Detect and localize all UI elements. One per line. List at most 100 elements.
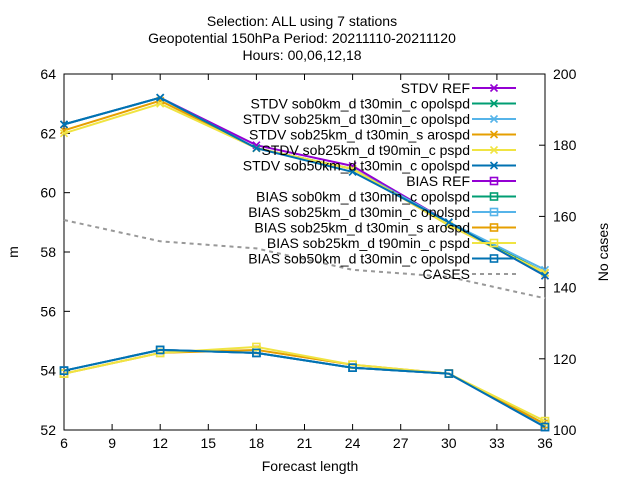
y2-axis-label: No cases: [595, 223, 611, 281]
marker-stroke: [540, 271, 550, 280]
axis-ticks: 6 9 12 15 18 21 24 27 30 33 36 52 54 56 58 60 62 64 100 120…: [40, 66, 576, 451]
series-lines: [59, 93, 550, 432]
y2-tick-label: 120: [553, 351, 577, 367]
legend-item: BIAS sob25km_d t30min_c opolspd: [248, 204, 516, 220]
x-tick-label: 12: [152, 435, 168, 451]
legend-marker: [489, 238, 499, 248]
legend-marker: [489, 192, 499, 201]
chart-title: Selection: ALL using 7 stationsGeopotent…: [148, 13, 456, 63]
legend-marker: [489, 114, 499, 124]
x-tick-label: 18: [249, 435, 265, 451]
series-line: [63, 348, 546, 428]
legend-label: STDV REF: [401, 80, 470, 96]
legend-item: STDV sob25km_d t30min_s arospd: [249, 127, 516, 143]
data-point: [252, 348, 261, 358]
legend-label: BIAS sob50km_d t30min_c opolspd: [248, 251, 470, 267]
series-11: [59, 345, 550, 432]
data-point: [252, 342, 261, 352]
legend-marker: [489, 83, 499, 93]
marker-stroke: [59, 120, 69, 129]
y2-tick-label: 180: [553, 137, 577, 153]
legend-marker: [489, 130, 499, 139]
legend-item: STDV sob25km_d t90min_c pspd: [261, 142, 516, 158]
legend-item: STDV sob50km_d t30min_c opolspd: [243, 158, 516, 174]
data-point: [59, 366, 69, 375]
data-point: [59, 129, 69, 138]
legend-label: BIAS sob25km_d t30min_s arospd: [254, 220, 470, 236]
y-axis-label: m: [5, 246, 21, 258]
data-point: [444, 218, 453, 227]
data-point: [155, 345, 165, 355]
legend-label: STDV sob0km_d t30min_c opolspd: [251, 96, 470, 112]
x-axis-label: Forecast length: [262, 458, 359, 474]
marker-stroke: [489, 114, 499, 124]
legend-item: BIAS sob25km_d t90min_c pspd: [267, 235, 516, 251]
legend-item: BIAS sob0km_d t30min_c opolspd: [256, 189, 516, 205]
marker-stroke: [252, 144, 261, 153]
legend-label: BIAS sob25km_d t30min_c opolspd: [248, 204, 470, 220]
legend-marker: [489, 99, 499, 108]
x-tick-label: 27: [393, 435, 409, 451]
marker-stroke: [489, 99, 499, 108]
marker-stroke: [156, 99, 165, 108]
data-point: [540, 271, 550, 280]
data-point: [156, 99, 165, 108]
x-tick-label: 24: [345, 435, 361, 451]
legend-marker: [489, 207, 499, 217]
x-tick-label: 30: [441, 435, 457, 451]
data-point: [348, 363, 357, 373]
marker-stroke: [59, 126, 69, 135]
legend-label: CASES: [423, 266, 470, 282]
legend-label: STDV sob25km_d t30min_s arospd: [249, 127, 470, 143]
marker-stroke: [59, 129, 69, 138]
legend-label: STDV sob50km_d t30min_c opolspd: [243, 158, 470, 174]
marker-stroke: [489, 83, 499, 93]
x-tick-label: 6: [60, 435, 68, 451]
data-point: [540, 422, 550, 432]
legend-item: CASES: [423, 266, 516, 282]
series-line: [63, 348, 546, 428]
data-point: [252, 144, 261, 153]
series-line: [63, 96, 546, 277]
legend-item: STDV sob0km_d t30min_c opolspd: [251, 96, 516, 112]
x-tick-label: 15: [201, 435, 217, 451]
series-line: [63, 102, 546, 274]
legend-label: STDV sob25km_d t30min_c opolspd: [243, 111, 470, 127]
y-tick-label: 60: [40, 185, 56, 201]
title-line: Hours: 00,06,12,18: [242, 47, 361, 63]
data-point: [348, 167, 357, 176]
y-tick-label: 52: [40, 422, 56, 438]
series-12: [63, 219, 546, 300]
y-tick-label: 62: [40, 125, 56, 141]
marker-stroke: [489, 145, 499, 155]
legend-marker: [489, 145, 499, 155]
legend-item: BIAS sob50km_d t30min_c opolspd: [248, 251, 516, 267]
y2-tick-label: 160: [553, 208, 577, 224]
legend-item: STDV sob25km_d t30min_c opolspd: [243, 111, 516, 127]
title-line: Selection: ALL using 7 stations: [207, 13, 397, 29]
x-tick-label: 36: [537, 435, 553, 451]
title-line: Geopotential 150hPa Period: 20211110-202…: [148, 30, 456, 46]
y-tick-label: 64: [40, 66, 56, 82]
marker-stroke: [489, 130, 499, 139]
legend-marker: [489, 254, 499, 263]
series-5: [59, 93, 550, 280]
legend-marker: [489, 161, 499, 170]
legend-label: STDV sob25km_d t90min_c pspd: [261, 142, 470, 158]
data-point: [156, 93, 165, 102]
series-line: [63, 219, 546, 300]
marker-stroke: [348, 167, 357, 176]
marker-stroke: [489, 161, 499, 170]
data-point: [59, 120, 69, 129]
data-point: [540, 416, 550, 426]
y-tick-label: 58: [40, 244, 56, 260]
series-line: [63, 348, 546, 428]
marker-stroke: [444, 218, 453, 227]
legend-label: BIAS sob25km_d t90min_c pspd: [267, 235, 470, 251]
x-tick-label: 21: [297, 435, 313, 451]
y-tick-label: 54: [40, 363, 56, 379]
legend-label: BIAS sob0km_d t30min_c opolspd: [256, 189, 470, 205]
